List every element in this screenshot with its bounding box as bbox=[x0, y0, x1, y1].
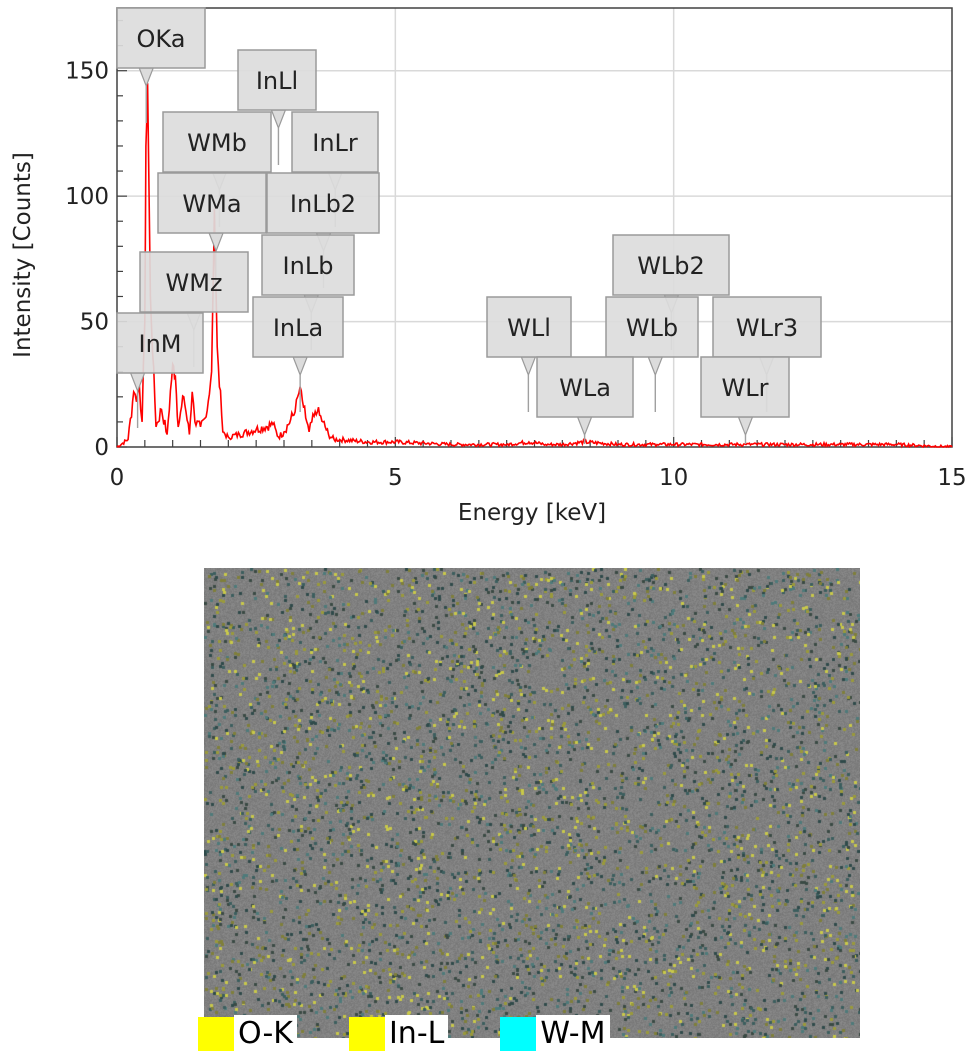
x-tick-label: 10 bbox=[659, 465, 688, 491]
peak-pointer bbox=[737, 416, 754, 437]
spectrum-series bbox=[116, 83, 953, 449]
peak-text: InM bbox=[139, 330, 182, 358]
peak-box bbox=[712, 296, 822, 358]
peak-label-wmb: WMb bbox=[162, 111, 272, 227]
legend-label: In-L bbox=[384, 1015, 449, 1053]
peak-label-wlr: WLr bbox=[700, 356, 790, 444]
peak-box bbox=[252, 296, 344, 358]
map-legend: O-K In-L W-M bbox=[198, 1014, 662, 1054]
peak-box bbox=[139, 251, 249, 313]
peak-text: OKa bbox=[137, 25, 186, 53]
peak-text: WMb bbox=[187, 129, 247, 157]
y-tick-label: 100 bbox=[65, 184, 109, 210]
spectrum-line bbox=[116, 83, 953, 449]
peak-box bbox=[116, 7, 206, 69]
peak-label-inm: InM bbox=[116, 312, 204, 428]
x-axis-label: Energy [keV] bbox=[458, 500, 606, 526]
peak-label-wma: WMa bbox=[157, 172, 267, 288]
element-map-canvas bbox=[204, 568, 860, 1038]
peak-pointer bbox=[138, 67, 155, 88]
peak-pointer bbox=[647, 356, 664, 377]
peak-text: WMa bbox=[182, 190, 241, 218]
x-tick-label: 0 bbox=[110, 465, 125, 491]
x-tick-label: 15 bbox=[937, 465, 966, 491]
peak-text: WLr3 bbox=[736, 314, 798, 342]
peak-box bbox=[261, 234, 355, 296]
peak-pointer bbox=[292, 356, 309, 377]
peak-label-oka: OKa bbox=[116, 7, 206, 123]
peak-text: WMz bbox=[165, 269, 222, 297]
peak-text: InLl bbox=[256, 67, 298, 95]
peak-label-wlb2: WLb2 bbox=[612, 234, 730, 350]
peak-box bbox=[486, 296, 572, 358]
peak-box bbox=[612, 234, 730, 296]
peak-box bbox=[700, 356, 790, 418]
peak-label-inlb: InLb bbox=[261, 234, 355, 350]
peak-text: WLa bbox=[559, 374, 611, 402]
peak-text: WLl bbox=[507, 314, 551, 342]
legend-swatch bbox=[500, 1017, 537, 1051]
peak-text: InLb bbox=[283, 252, 334, 280]
legend-item-w-m: W-M bbox=[500, 1015, 610, 1053]
legend-label: O-K bbox=[234, 1015, 297, 1053]
y-tick-label: 50 bbox=[80, 310, 109, 336]
legend-item-o-k: O-K bbox=[198, 1015, 297, 1053]
x-tick-label: 5 bbox=[388, 465, 403, 491]
peak-box bbox=[605, 296, 699, 358]
peak-labels: OKa InLl WMb InLr WMa InLb2 InLb WMz InLa InM WLl W… bbox=[116, 7, 822, 444]
legend-item-in-l: In-L bbox=[348, 1015, 449, 1053]
peak-pointer bbox=[270, 109, 287, 130]
peak-label-inll: InLl bbox=[237, 49, 317, 165]
peak-label-wla: WLa bbox=[536, 356, 634, 444]
peak-text: WLr bbox=[722, 374, 769, 402]
peak-box bbox=[237, 49, 317, 111]
peak-pointer bbox=[520, 356, 537, 377]
peak-text: InLb2 bbox=[290, 190, 356, 218]
peak-pointer bbox=[208, 232, 224, 253]
peak-box bbox=[116, 312, 204, 374]
peak-label-wll: WLl bbox=[486, 296, 572, 412]
peak-box bbox=[536, 356, 634, 418]
element-map bbox=[204, 568, 860, 1038]
peak-text: WLb2 bbox=[637, 252, 705, 280]
peak-box bbox=[162, 111, 272, 173]
peak-text: InLa bbox=[273, 314, 323, 342]
legend-label: W-M bbox=[536, 1015, 610, 1053]
peak-label-wlr3: WLr3 bbox=[712, 296, 822, 412]
peak-label-wlb: WLb bbox=[605, 296, 699, 412]
peak-pointer bbox=[576, 416, 593, 437]
y-tick-label: 0 bbox=[94, 435, 109, 461]
peak-label-wmz: WMz bbox=[139, 251, 249, 367]
peak-label-inla: InLa bbox=[252, 296, 344, 412]
peak-text: InLr bbox=[312, 129, 358, 157]
legend-swatch bbox=[348, 1017, 385, 1051]
y-tick-label: 150 bbox=[65, 59, 109, 85]
peak-box bbox=[266, 172, 380, 234]
peak-box bbox=[157, 172, 267, 234]
peak-text: WLb bbox=[626, 314, 678, 342]
legend-swatch bbox=[198, 1017, 234, 1051]
peak-box bbox=[291, 111, 379, 173]
y-axis-label: Intensity [Counts] bbox=[10, 152, 36, 358]
